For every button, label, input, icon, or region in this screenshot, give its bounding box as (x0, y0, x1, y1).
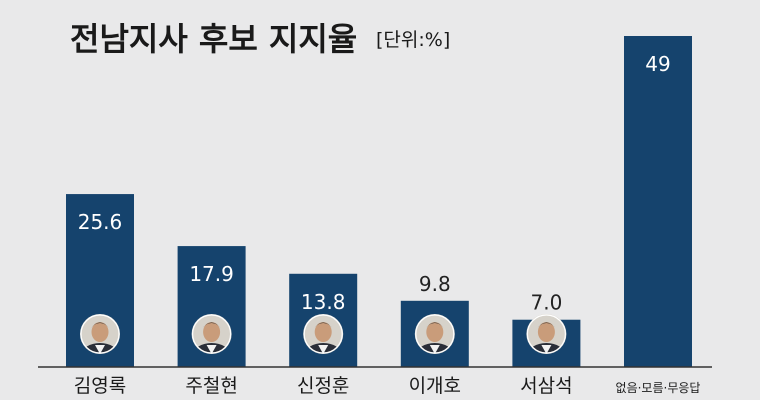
candidate-photo-2 (303, 314, 344, 354)
value-label-3: 9.8 (419, 272, 451, 296)
value-label-4: 7.0 (530, 291, 562, 315)
x-tick-label-3: 이개호 (409, 375, 461, 397)
value-label-5: 49 (645, 52, 670, 76)
x-tick-label-5: 없음·모름·무응답 (616, 381, 701, 395)
x-axis-labels: 김영록 주철현 신정훈 이개호 서삼석 없음·모름·무응답 (74, 375, 701, 397)
bars-group: 25.6 17.9 13.8 9.8 7.0 49 (66, 36, 692, 367)
candidate-photo-4 (526, 314, 567, 354)
value-label-0: 25.6 (78, 210, 123, 234)
candidate-photo-0 (80, 314, 120, 354)
candidate-photo-1 (191, 314, 232, 354)
x-tick-label-2: 신정훈 (297, 375, 349, 397)
candidate-photo-3 (414, 314, 455, 354)
x-tick-label-0: 김영록 (74, 375, 126, 397)
bar-5 (624, 36, 692, 367)
value-label-1: 17.9 (189, 262, 234, 286)
x-tick-label-4: 서삼석 (520, 375, 572, 397)
chart-title: 전남지사 후보 지지율 (70, 20, 357, 58)
candidate-photos (80, 314, 567, 354)
unit-label: [단위:%] (376, 29, 450, 51)
value-label-2: 13.8 (301, 290, 346, 314)
x-tick-label-1: 주철현 (185, 375, 237, 397)
